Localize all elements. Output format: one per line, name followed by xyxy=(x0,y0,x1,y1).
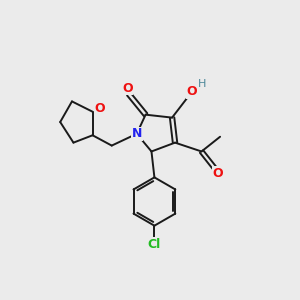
Text: H: H xyxy=(198,79,207,89)
Text: O: O xyxy=(212,167,223,180)
Text: Cl: Cl xyxy=(148,238,161,251)
Text: O: O xyxy=(122,82,133,95)
Text: O: O xyxy=(187,85,197,98)
Text: O: O xyxy=(94,102,105,115)
Text: N: N xyxy=(132,127,142,140)
